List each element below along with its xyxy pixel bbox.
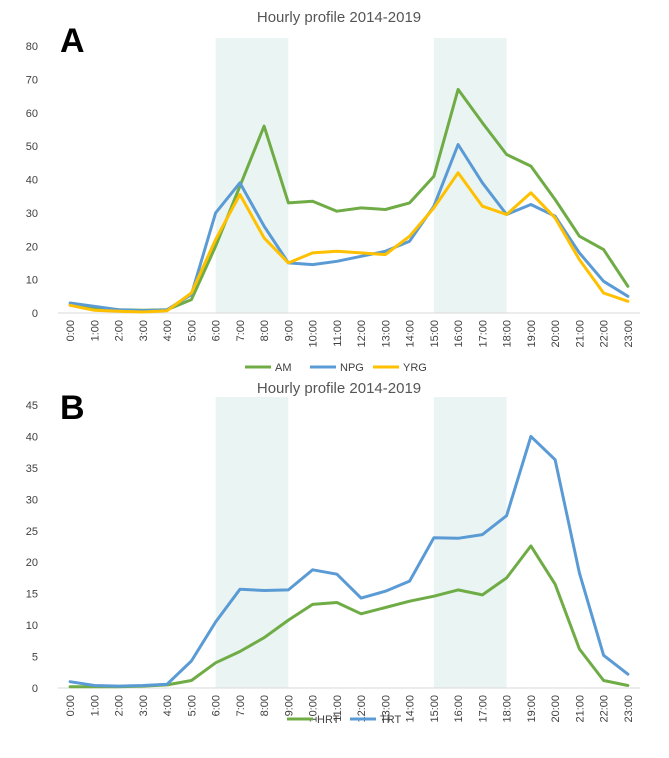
- chart-a-y-tick-label: 20: [26, 241, 38, 253]
- chart-b-y-tick-label: 25: [26, 526, 38, 538]
- chart-a-y-tick-label: 10: [26, 275, 38, 287]
- chart-b-y-tick-label: 15: [26, 589, 38, 601]
- chart-b-y-tick-label: 45: [26, 400, 38, 412]
- chart-b-y-tick-label: 10: [26, 620, 38, 632]
- chart-a-panel-label: A: [60, 22, 85, 60]
- chart-b-y-tick-label: 20: [26, 557, 38, 569]
- chart-a-x-tick-label: 16:00: [453, 320, 465, 348]
- chart-b-x-tick-label: 20:00: [550, 695, 562, 723]
- chart-b-x-tick-label: 3:00: [138, 695, 150, 716]
- chart-b-x-tick-label: 16:00: [453, 695, 465, 723]
- chart-b-x-tick-label: 8:00: [259, 695, 271, 716]
- chart-a-x-tick-label: 3:00: [138, 320, 150, 341]
- chart-a-x-tick-label: 1:00: [89, 320, 101, 341]
- chart-a-x-tick-label: 19:00: [526, 320, 538, 348]
- chart-b-y-tick-label: 0: [32, 683, 38, 695]
- chart-a-series-npg: [68, 143, 630, 313]
- chart-b-legend-label-hrt: HRT: [317, 714, 340, 726]
- chart-b-series-trt: [68, 434, 630, 688]
- chart-b-legend-label-trt: TRT: [380, 714, 401, 726]
- chart-b-x-tick-label: 19:00: [526, 695, 538, 723]
- chart-a-x-tick-label: 12:00: [356, 320, 368, 348]
- chart-b-x-tick-label: 22:00: [599, 695, 611, 723]
- chart-b-shaded-band-1: [215, 397, 289, 688]
- chart-b-x-tick-label: 1:00: [89, 695, 101, 716]
- chart-a-legend-label-yrg: YRG: [403, 362, 427, 374]
- chart-b-series-hrt: [68, 544, 630, 689]
- chart-b-x-tick-label: 9:00: [283, 695, 295, 716]
- chart-b-x-tick-label: 15:00: [429, 695, 441, 723]
- chart-b-x-tick-label: 21:00: [574, 695, 586, 723]
- chart-a-title: Hourly profile 2014-2019: [257, 9, 421, 26]
- chart-a-shaded-band-1: [215, 38, 289, 313]
- chart-b-x-tick-label: 17:00: [477, 695, 489, 723]
- chart-b-shaded-band-2: [433, 397, 507, 688]
- chart-b-panel-label: B: [60, 389, 85, 427]
- chart-b-x-tick-label: 6:00: [211, 695, 223, 716]
- chart-a-x-tick-label: 8:00: [259, 320, 271, 341]
- chart-a-y-tick-label: 80: [26, 41, 38, 53]
- chart-a-series-yrg: [68, 171, 630, 314]
- chart-a-x-tick-label: 20:00: [550, 320, 562, 348]
- chart-b-x-tick-label: 10:00: [308, 695, 320, 723]
- chart-b-x-tick-label: 5:00: [186, 695, 198, 716]
- chart-a-y-tick-label: 60: [26, 108, 38, 120]
- chart-a-x-tick-label: 21:00: [574, 320, 586, 348]
- chart-a-x-tick-label: 2:00: [114, 320, 126, 341]
- chart-b-x-tick-label: 2:00: [114, 695, 126, 716]
- chart-a-legend-label-npg: NPG: [340, 362, 364, 374]
- chart-a-y-tick-label: 30: [26, 208, 38, 220]
- chart-a-x-tick-label: 5:00: [186, 320, 198, 341]
- chart-b-x-tick-label: 7:00: [235, 695, 247, 716]
- chart-panel-a: 0 10 20 30 40 50 60 70 80 0:00 1:00 2:00 3:00 4:00 5:0…: [26, 9, 640, 374]
- chart-b-y-tick-label: 30: [26, 494, 38, 506]
- chart-a-x-tick-label: 14:00: [405, 320, 417, 348]
- chart-a-y-tick-label: 40: [26, 175, 38, 187]
- chart-a-x-tick-label: 23:00: [623, 320, 635, 348]
- chart-a-y-tick-label: 50: [26, 141, 38, 153]
- chart-b-x-tick-label: 13:00: [380, 695, 392, 723]
- chart-b-x-tick-label: 12:00: [356, 695, 368, 723]
- chart-a-x-tick-label: 6:00: [211, 320, 223, 341]
- chart-b-x-tick-label: 11:00: [332, 695, 344, 722]
- chart-b-x-tick-label: 4:00: [162, 695, 174, 716]
- chart-a-x-tick-label: 0:00: [65, 320, 77, 341]
- chart-a-y-tick-label: 70: [26, 74, 38, 86]
- chart-a-legend-label-am: AM: [275, 362, 292, 374]
- chart-b-title: Hourly profile 2014-2019: [257, 380, 421, 397]
- chart-panel-b: 0 5 10 15 20 25 30 35 40 45 0:00 1:00 2:00 3:00 4:00 5:…: [26, 380, 640, 726]
- chart-a-series-am: [68, 87, 630, 312]
- chart-a-x-tick-label: 11:00: [332, 320, 344, 347]
- chart-b-y-tick-label: 40: [26, 431, 38, 443]
- chart-a-x-tick-label: 4:00: [162, 320, 174, 341]
- chart-a-x-tick-label: 22:00: [599, 320, 611, 348]
- chart-a-x-tick-label: 17:00: [477, 320, 489, 348]
- chart-b-x-tick-label: 23:00: [623, 695, 635, 723]
- chart-a-x-tick-label: 9:00: [283, 320, 295, 341]
- chart-b-y-tick-label: 35: [26, 463, 38, 475]
- chart-b-x-tick-label: 18:00: [502, 695, 514, 723]
- chart-a-x-tick-label: 13:00: [380, 320, 392, 348]
- chart-a-x-tick-label: 7:00: [235, 320, 247, 341]
- chart-a-x-tick-label: 18:00: [502, 320, 514, 348]
- chart-b-x-tick-label: 0:00: [65, 695, 77, 716]
- chart-b-y-tick-label: 5: [32, 652, 38, 664]
- chart-a-y-tick-label: 0: [32, 308, 38, 320]
- chart-a-x-tick-label: 15:00: [429, 320, 441, 348]
- chart-a-x-tick-label: 10:00: [308, 320, 320, 348]
- chart-b-x-tick-label: 14:00: [405, 695, 417, 723]
